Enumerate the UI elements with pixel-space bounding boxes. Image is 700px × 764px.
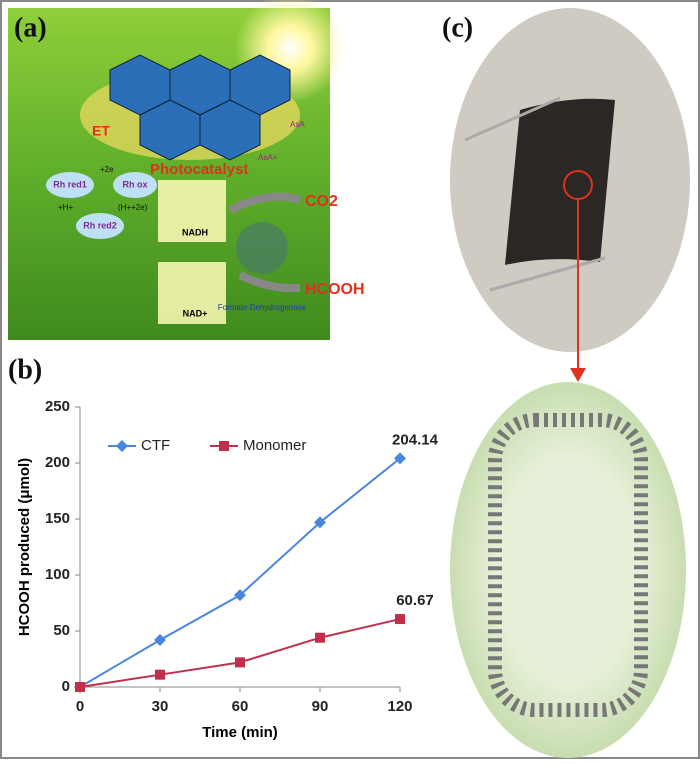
legend-label: CTF (141, 437, 170, 454)
marker (154, 633, 166, 646)
panel-a: (a) ET Photocatalyst AsA AsA+ Rh red1 Rh… (8, 0, 365, 340)
marker (234, 589, 246, 602)
label: NAD+ (183, 308, 208, 318)
node (76, 213, 124, 239)
y-axis-label: HCOOH produced (μmol) (16, 458, 33, 636)
y-tick-label: 150 (45, 510, 70, 527)
marker (314, 516, 326, 529)
label: Formate Dehydrogenase (218, 303, 307, 312)
label: AsA (290, 120, 305, 129)
label: (H++2e) (118, 203, 148, 212)
y-tick-label: 100 (45, 566, 70, 583)
label: +H+ (58, 203, 73, 212)
label: ET (92, 123, 110, 139)
data-label: 60.67 (396, 592, 434, 609)
panel-label: (b) (8, 354, 42, 385)
y-tick-label: 0 (62, 678, 70, 695)
label: NADH (182, 227, 208, 237)
marker (75, 682, 85, 692)
label: Rh red1 (53, 179, 87, 189)
label: Photocatalyst (150, 161, 248, 178)
y-tick-label: 200 (45, 454, 70, 471)
legend-marker (219, 441, 229, 451)
box (158, 180, 226, 242)
arrow (228, 192, 302, 214)
x-tick-label: 0 (76, 698, 84, 715)
marker (235, 657, 245, 668)
tweezer (464, 96, 561, 142)
marker (394, 452, 406, 465)
marker (315, 632, 325, 643)
label: CO2 (305, 193, 338, 210)
panel-label: (c) (442, 12, 473, 43)
molecule-ring (488, 413, 648, 717)
panel-c: (c) (442, 8, 690, 758)
x-tick-label: 60 (232, 698, 249, 715)
box (158, 262, 226, 324)
x-tick-label: 90 (312, 698, 329, 715)
label: AsA+ (258, 153, 278, 162)
arrow-head (570, 368, 586, 382)
label: Rh red2 (83, 220, 117, 230)
legend-label: Monomer (243, 437, 306, 454)
tweezer (489, 256, 606, 292)
x-tick-label: 30 (152, 698, 169, 715)
arrow (238, 271, 301, 293)
label: HCOOH (305, 281, 365, 298)
y-tick-label: 50 (53, 622, 70, 639)
y-tick-label: 250 (45, 398, 70, 415)
zoom (450, 382, 686, 758)
node (46, 172, 94, 198)
marker (155, 669, 165, 680)
film (505, 98, 615, 265)
node (113, 172, 157, 198)
label: Rh ox (122, 179, 147, 189)
framework (109, 54, 291, 161)
label: +2e (100, 165, 114, 174)
x-tick-label: 120 (387, 698, 412, 715)
panel-label: (a) (14, 12, 47, 43)
data-label: 204.14 (392, 431, 439, 448)
x-axis-label: Time (min) (202, 724, 278, 741)
marker (395, 614, 405, 625)
legend-marker (116, 440, 128, 452)
enzyme (236, 222, 288, 274)
